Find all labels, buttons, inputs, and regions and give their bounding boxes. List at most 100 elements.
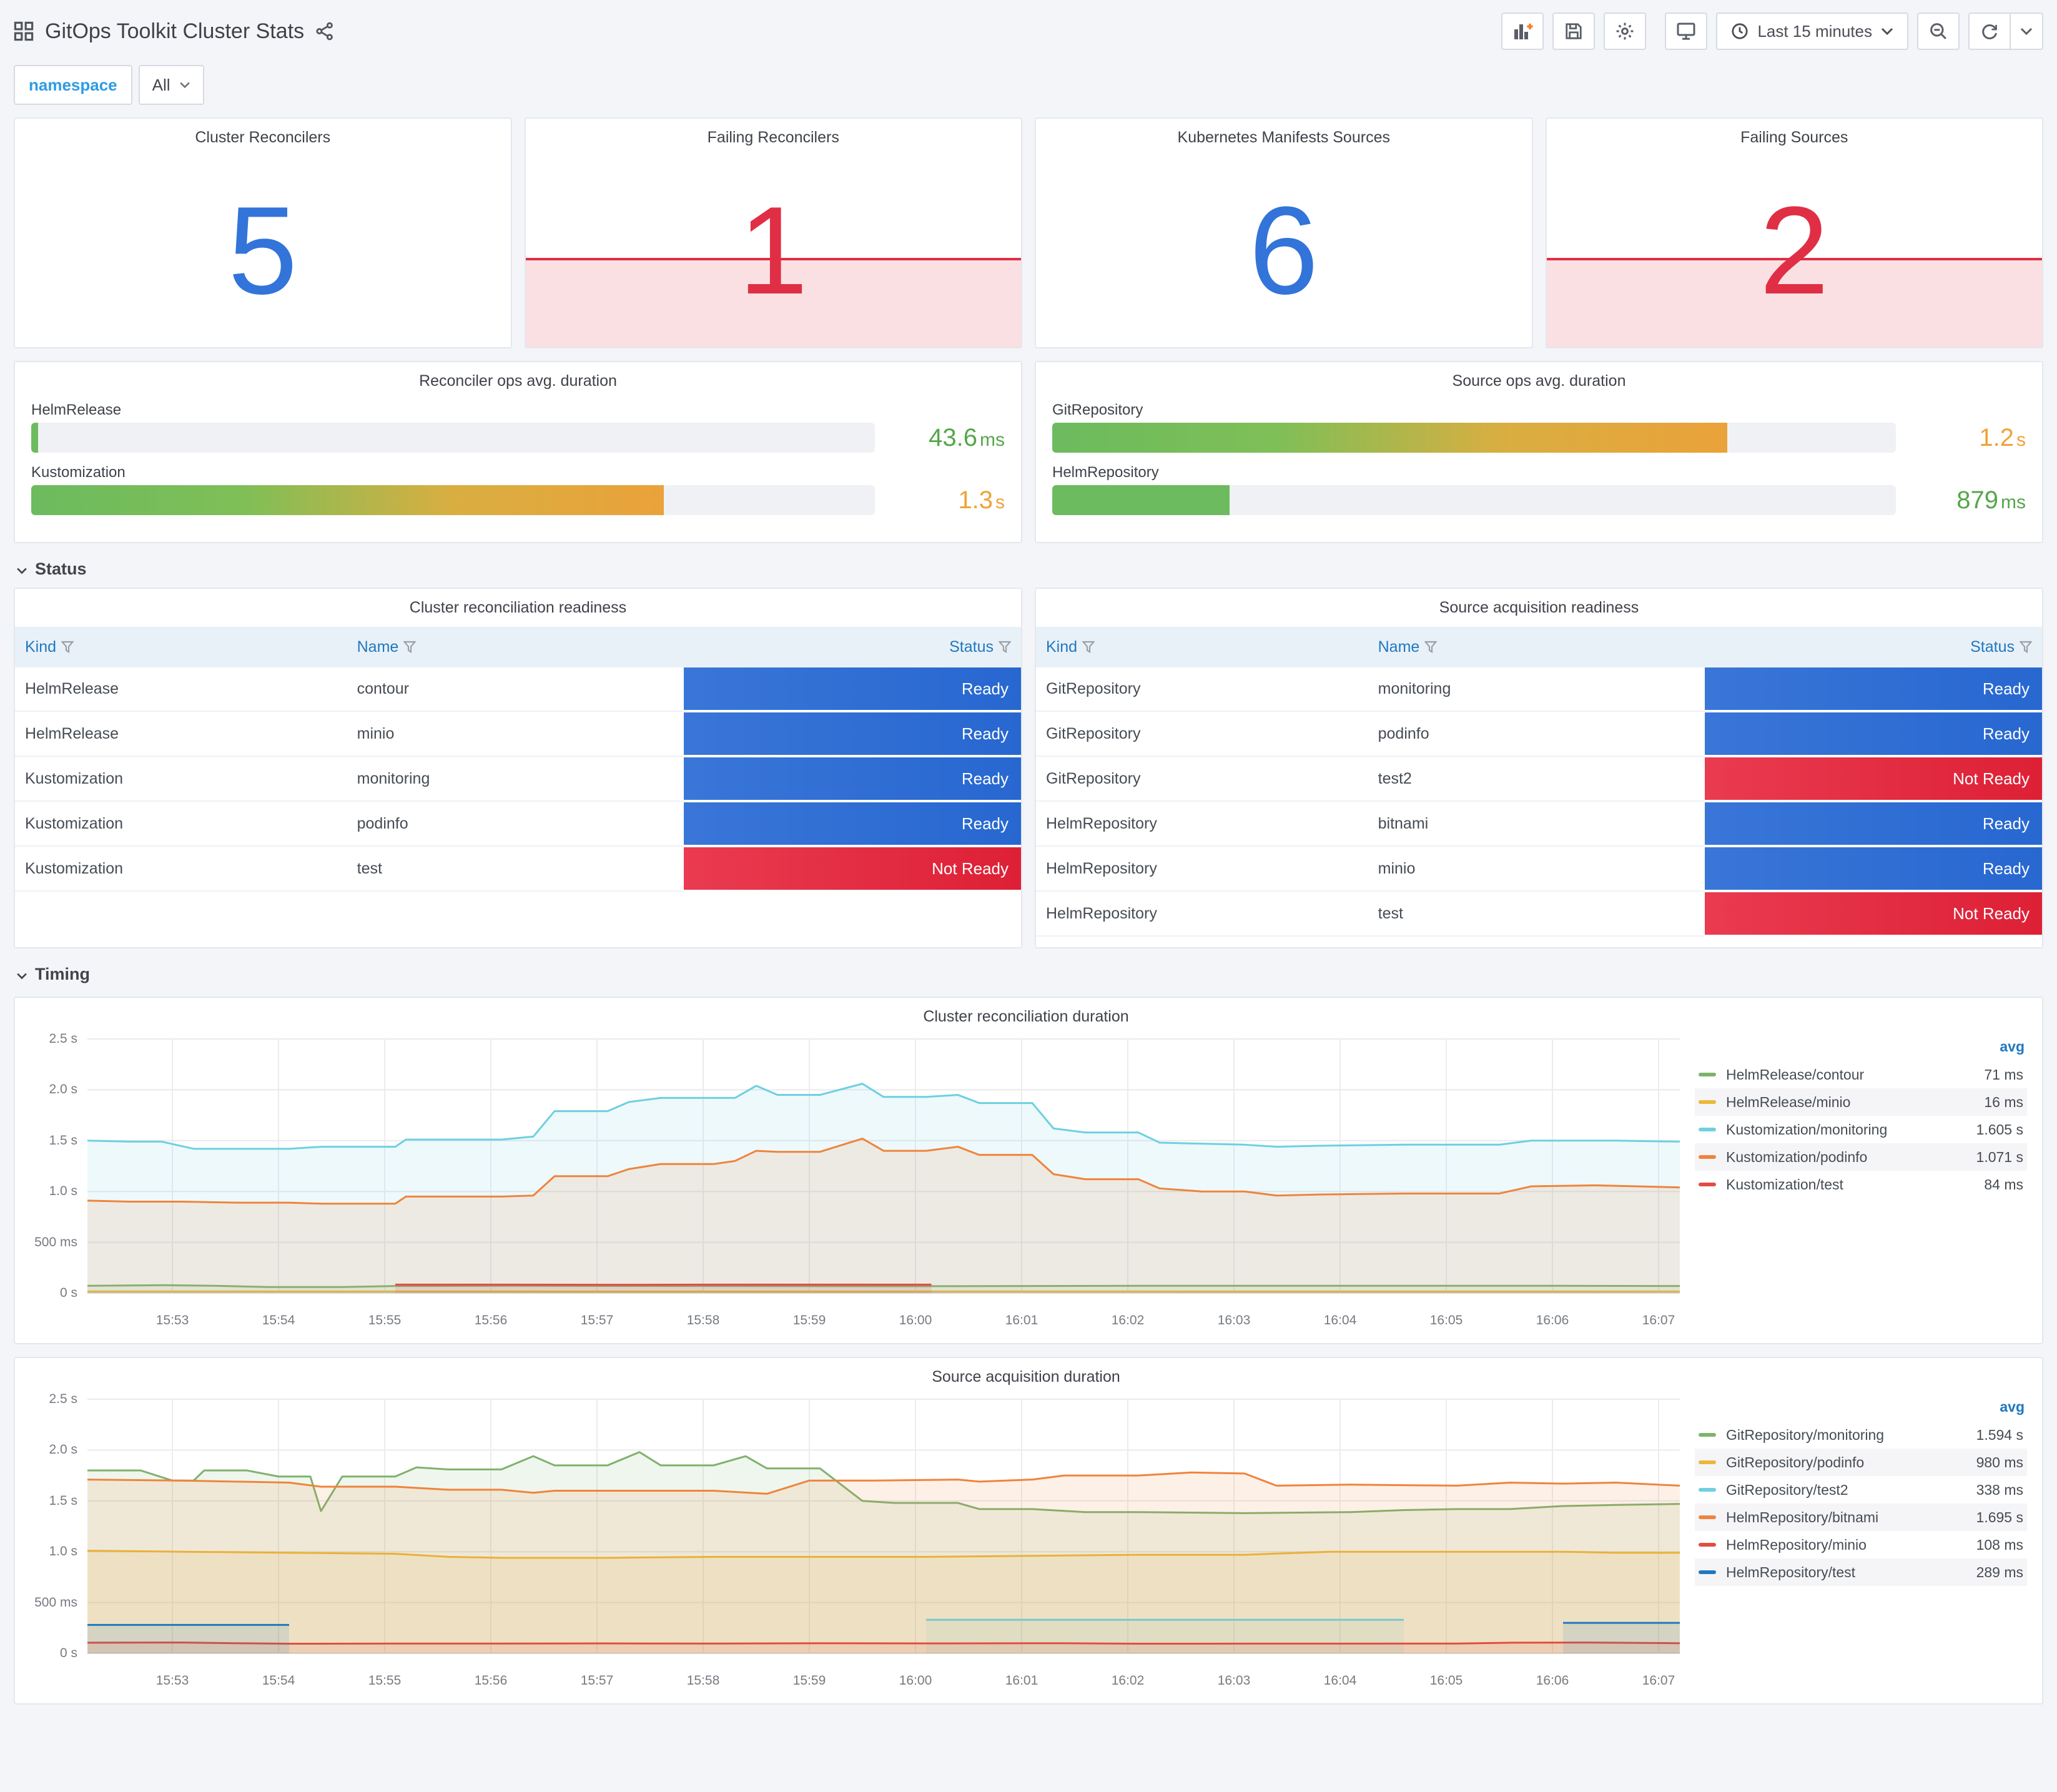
cell-status: Not Ready (1705, 891, 2042, 937)
legend-series-name[interactable]: HelmRepository/minio (1726, 1536, 1867, 1553)
x-tick-label: 16:05 (1429, 1673, 1463, 1688)
refresh-button[interactable] (1968, 12, 2011, 50)
filter-icon[interactable] (1424, 641, 1438, 653)
panel-title[interactable]: Cluster reconciliation readiness (409, 599, 627, 616)
cell-name: test (347, 846, 684, 892)
x-tick-label: 15:56 (474, 1313, 508, 1327)
stat-sparkline (525, 257, 1021, 260)
cell-status: Not Ready (684, 846, 1021, 892)
cell-kind: HelmRelease (15, 667, 347, 712)
legend-swatch-icon (1699, 1155, 1716, 1159)
share-icon[interactable] (315, 22, 334, 41)
cell-name: test2 (1368, 756, 1705, 802)
cell-status: Ready (1705, 711, 2042, 757)
panel-title[interactable]: Cluster reconciliation duration (923, 1008, 1129, 1025)
section-timing-label: Timing (35, 965, 91, 983)
legend-series-name[interactable]: GitRepository/monitoring (1726, 1426, 1885, 1443)
y-tick-label: 1.0 s (49, 1544, 77, 1559)
dashboard-settings-button[interactable] (1604, 12, 1647, 50)
filter-icon[interactable] (403, 641, 417, 653)
legend-series-name[interactable]: HelmRelease/minio (1726, 1093, 1851, 1110)
column-header-kind[interactable]: Kind (1036, 627, 1368, 667)
panel-title[interactable]: Source ops avg. duration (1452, 372, 1626, 390)
plot-area[interactable]: 15:53 15:54 15:55 15:56 15:57 15:58 15:59 16:00… (87, 1399, 1680, 1696)
gauge-value: 1.3 s (958, 486, 1005, 514)
panel-title[interactable]: Cluster Reconcilers (195, 129, 331, 146)
panel-title[interactable]: Reconciler ops avg. duration (419, 372, 617, 390)
section-status[interactable]: Status (16, 559, 2043, 579)
stat-panel-k8s-manifests-sources: Kubernetes Manifests Sources 6 (1035, 117, 1533, 348)
legend: avg GitRepository/monitoring 1.594 s GitRep… (1680, 1399, 2030, 1696)
legend-series-name[interactable]: HelmRepository/bitnami (1726, 1509, 1879, 1525)
readiness-table: Kind Name Status HelmRelease contour Ready… (15, 627, 1021, 892)
section-timing[interactable]: Timing (16, 965, 2043, 984)
column-header-status[interactable]: Status (684, 627, 1021, 667)
cycle-view-mode-button[interactable] (1665, 12, 1708, 50)
filter-icon[interactable] (2020, 641, 2032, 653)
legend-series-name[interactable]: Kustomization/podinfo (1726, 1148, 1868, 1165)
legend-series-name[interactable]: GitRepository/podinfo (1726, 1454, 1865, 1470)
legend-series-name[interactable]: HelmRelease/contour (1726, 1066, 1865, 1083)
filter-icon[interactable] (999, 641, 1011, 653)
panel-title[interactable]: Source acquisition duration (932, 1368, 1120, 1386)
column-header-status[interactable]: Status (1705, 627, 2042, 667)
chevron-down-icon (1881, 27, 1893, 36)
gauge-fill (1052, 485, 1230, 515)
filter-icon[interactable] (1082, 641, 1095, 653)
x-tick-label: 16:01 (1005, 1673, 1038, 1688)
gauge-track (1052, 485, 1896, 515)
filter-icon[interactable] (61, 641, 74, 653)
x-tick-label: 16:00 (899, 1673, 932, 1688)
refresh-interval-dropdown[interactable] (2011, 12, 2043, 50)
cell-kind: GitRepository (1036, 756, 1368, 802)
legend-series-name[interactable]: HelmRepository/test (1726, 1563, 1856, 1580)
panel-title[interactable]: Failing Reconcilers (707, 129, 839, 146)
cell-name: minio (347, 711, 684, 757)
cell-name: podinfo (1368, 711, 1705, 757)
clock-icon (1731, 22, 1749, 40)
legend-avg-value: 16 ms (1984, 1093, 2023, 1110)
column-header-name[interactable]: Name (347, 627, 684, 667)
gauge-track (31, 485, 875, 515)
x-axis: 15:53 15:54 15:55 15:56 15:57 15:58 15:59 16:00… (87, 1311, 1680, 1336)
variable-namespace-value[interactable]: All (138, 65, 204, 105)
x-tick-label: 16:04 (1323, 1673, 1357, 1688)
chevron-down-icon (16, 559, 27, 579)
x-tick-label: 15:56 (474, 1673, 508, 1688)
cell-name: contour (347, 667, 684, 712)
section-status-label: Status (35, 559, 87, 578)
legend-series-name[interactable]: GitRepository/test2 (1726, 1481, 1848, 1498)
panel-title[interactable]: Failing Sources (1740, 129, 1848, 146)
panel-title[interactable]: Kubernetes Manifests Sources (1177, 129, 1390, 146)
series-line (87, 1139, 1680, 1204)
time-range-label: Last 15 minutes (1757, 21, 1872, 41)
plot-area[interactable]: 15:53 15:54 15:55 15:56 15:57 15:58 15:59 16:00… (87, 1038, 1680, 1336)
add-panel-button[interactable] (1501, 12, 1544, 50)
legend-avg-header[interactable]: avg (2000, 1038, 2025, 1055)
legend-series-name[interactable]: Kustomization/monitoring (1726, 1121, 1888, 1138)
legend-series-name[interactable]: Kustomization/test (1726, 1176, 1843, 1193)
apps-grid-icon[interactable] (14, 21, 34, 41)
y-tick-label: 500 ms (34, 1234, 77, 1249)
table-row: Kustomization podinfo Ready (15, 801, 1021, 847)
y-tick-label: 2.0 s (49, 1442, 77, 1457)
zoom-out-button[interactable] (1917, 12, 1960, 50)
stat-row: Cluster Reconcilers 5 Failing Reconciler… (14, 117, 2043, 348)
stat-value: 6 (1249, 181, 1319, 321)
gauge-fill (31, 423, 38, 453)
x-tick-label: 16:06 (1536, 1313, 1569, 1327)
x-tick-label: 16:00 (899, 1313, 932, 1327)
x-axis: 15:53 15:54 15:55 15:56 15:57 15:58 15:59 16:00… (87, 1671, 1680, 1696)
x-tick-label: 16:02 (1111, 1673, 1145, 1688)
panel-title[interactable]: Source acquisition readiness (1439, 599, 1639, 616)
variable-namespace-selected: All (152, 75, 170, 94)
legend-swatch-icon (1699, 1100, 1716, 1104)
save-dashboard-button[interactable] (1552, 12, 1596, 50)
table-panel-cluster-readiness: Cluster reconciliation readiness Kind Na… (14, 588, 1022, 948)
column-header-name[interactable]: Name (1368, 627, 1705, 667)
variable-namespace-label[interactable]: namespace (14, 65, 132, 105)
time-range-picker[interactable]: Last 15 minutes (1716, 12, 1908, 50)
column-header-kind[interactable]: Kind (15, 627, 347, 667)
legend-avg-header[interactable]: avg (2000, 1399, 2025, 1415)
series-line (87, 1084, 1680, 1149)
